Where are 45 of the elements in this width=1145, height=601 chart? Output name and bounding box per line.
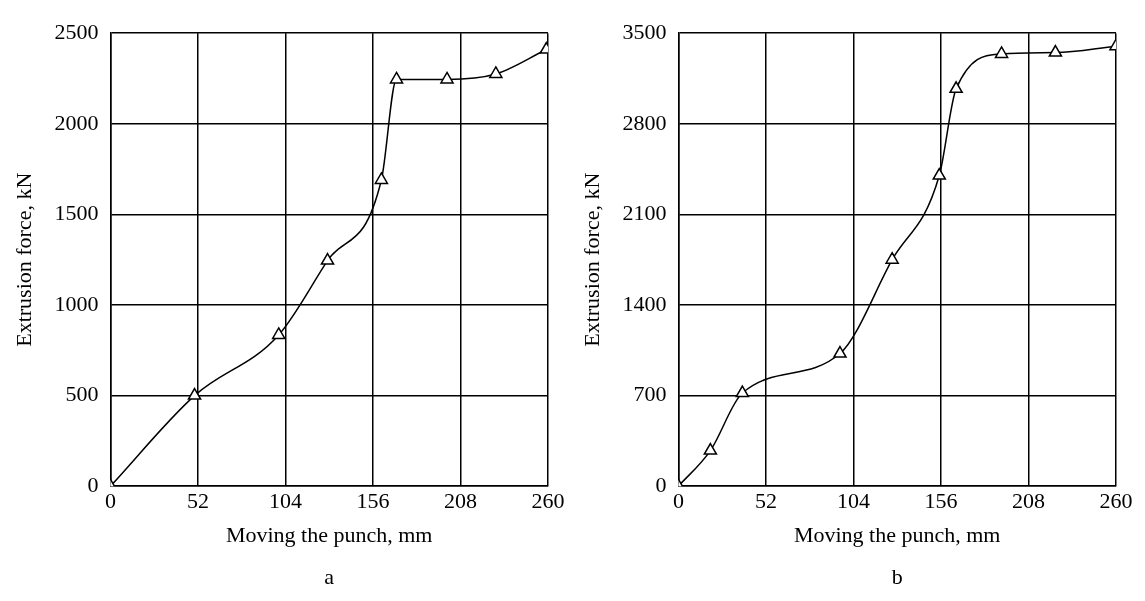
y-tick-label: 0 (87, 471, 99, 497)
point (703, 442, 718, 455)
text: b (891, 563, 903, 589)
y-tick-label: 1400 (622, 290, 667, 316)
x-tick-label: 52 (186, 488, 209, 514)
point (374, 172, 389, 185)
y-tick-label: 500 (65, 381, 99, 407)
x-tick-label: 104 (268, 488, 302, 514)
x-axis-title: Moving the punch, mm (225, 521, 433, 547)
x-tick-label: 156 (356, 488, 390, 514)
x-tick-label: 104 (836, 488, 870, 514)
x-tick-label: 260 (1099, 488, 1133, 514)
point (489, 66, 503, 79)
point (735, 385, 750, 398)
y-tick-label: 0 (655, 471, 667, 497)
y-tick-label: 2100 (622, 200, 667, 226)
x-tick-label: 156 (924, 488, 958, 514)
x-tick-label: 0 (672, 488, 684, 514)
point (187, 387, 202, 400)
point (440, 71, 454, 84)
y-tick-label: 2800 (622, 109, 667, 135)
point (1048, 44, 1063, 57)
point (833, 345, 847, 358)
y-tick-label: 3500 (622, 18, 667, 44)
point (932, 167, 947, 180)
point (949, 81, 963, 94)
x-tick-label: 208 (1011, 488, 1045, 514)
x-tick-label: 260 (531, 488, 565, 514)
point (389, 71, 404, 84)
y-axis-title: Extrusion force, kN (578, 172, 604, 347)
text: a (324, 563, 335, 589)
x-tick-label: 52 (754, 488, 777, 514)
y-tick-label: 1000 (54, 290, 99, 316)
x-tick-label: 0 (104, 488, 116, 514)
y-tick-label: 2500 (54, 18, 99, 44)
y-tick-label: 2000 (54, 109, 99, 135)
point (994, 46, 1009, 59)
y-tick-label: 1500 (54, 200, 99, 226)
point (271, 327, 286, 340)
x-axis-title: Moving the punch, mm (793, 521, 1001, 547)
x-tick-label: 208 (443, 488, 477, 514)
point (885, 251, 899, 264)
point (320, 252, 335, 265)
y-axis-title: Extrusion force, kN (10, 172, 36, 347)
y-tick-label: 700 (633, 381, 667, 407)
